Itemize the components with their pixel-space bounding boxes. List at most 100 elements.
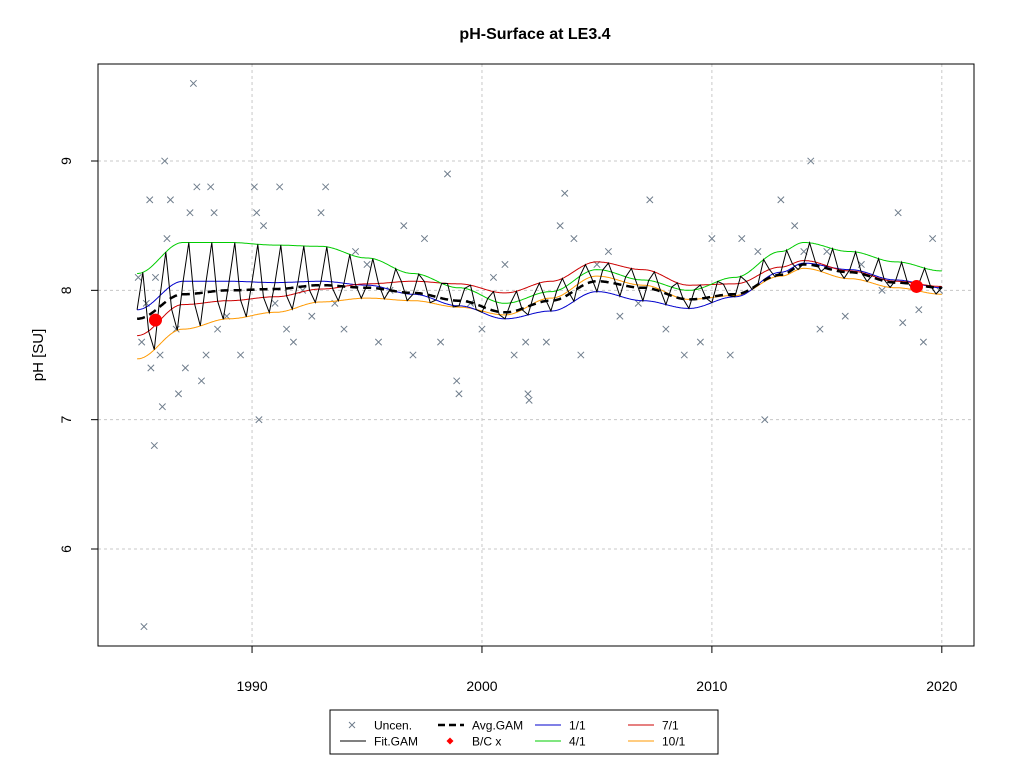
legend-swatch-uncen <box>348 721 356 729</box>
observation-marker <box>400 222 408 230</box>
observation-marker <box>761 416 769 424</box>
observation-marker <box>754 247 762 256</box>
x-axis: 1990 2000 2010 2020 <box>236 646 958 694</box>
observation-marker <box>271 299 279 307</box>
observation-marker <box>800 247 808 256</box>
observation-marker <box>409 351 417 359</box>
observation-marker <box>189 79 197 87</box>
observation-marker <box>214 325 222 333</box>
observation-marker <box>181 364 189 372</box>
grid <box>98 64 974 646</box>
observation-marker <box>478 325 486 333</box>
x-tick-label: 2020 <box>926 678 957 694</box>
observation-marker <box>340 325 348 333</box>
observation-marker <box>899 319 907 327</box>
observation-marker <box>522 338 530 346</box>
y-axis-label: pH [SU] <box>30 329 47 382</box>
legend-label-fitgam: Fit.GAM <box>374 735 418 749</box>
observation-marker <box>823 247 831 256</box>
legend-label-d0401: 4/1 <box>569 735 586 749</box>
observation-marker <box>878 286 886 294</box>
observation-marker <box>791 222 799 230</box>
observation-marker <box>156 351 164 359</box>
observation-marker <box>193 183 201 191</box>
legend-label-d0101: 1/1 <box>569 719 586 733</box>
observations <box>134 79 944 631</box>
observation-marker <box>929 235 937 243</box>
series-10/1-line <box>137 267 942 360</box>
observation-marker <box>816 325 824 333</box>
plot-frame <box>97 63 975 647</box>
observation-marker <box>510 351 518 359</box>
observation-marker <box>524 390 532 398</box>
legend-label-uncen: Uncen. <box>374 719 412 733</box>
observation-marker <box>807 157 815 165</box>
series-1/1-line <box>137 262 942 320</box>
y-axis: 6 7 8 9 <box>58 157 98 553</box>
observation-marker <box>841 312 849 320</box>
x-tick-label: 2000 <box>466 678 497 694</box>
observation-marker <box>259 222 268 230</box>
observation-marker <box>489 273 498 281</box>
observation-marker <box>202 351 210 359</box>
observation-marker <box>197 377 206 385</box>
legend-box <box>329 709 719 755</box>
legend-label-d1001: 10/1 <box>662 735 686 749</box>
observation-marker <box>161 157 169 165</box>
observation-marker <box>151 273 160 281</box>
observation-marker <box>680 351 688 359</box>
observation-marker <box>455 390 463 398</box>
observation-marker <box>363 260 371 269</box>
observation-marker <box>317 209 325 217</box>
bc-point <box>148 313 162 327</box>
observation-marker <box>172 325 180 333</box>
observation-marker <box>147 364 155 372</box>
legend-label-bcx: B/C x <box>472 735 501 749</box>
y-tick-label: 7 <box>58 416 74 424</box>
observation-marker <box>777 196 785 204</box>
y-tick-label: 9 <box>58 157 74 165</box>
observation-marker <box>453 377 461 385</box>
bc-points <box>148 279 924 327</box>
observation-marker <box>501 260 509 269</box>
observation-marker <box>236 351 245 359</box>
observation-marker <box>437 338 445 346</box>
observation-marker <box>443 170 452 178</box>
chart-title: pH-Surface at LE3.4 <box>459 26 610 43</box>
observation-marker <box>289 338 297 346</box>
series-Fit.GAM-line <box>136 241 943 350</box>
observation-marker <box>634 299 642 307</box>
observation-marker <box>915 306 923 314</box>
observation-marker <box>210 209 218 217</box>
observation-marker <box>542 338 550 346</box>
y-tick-label: 6 <box>58 545 74 553</box>
observation-marker <box>420 235 429 243</box>
observation-marker <box>570 235 578 243</box>
observation-marker <box>919 338 927 346</box>
observation-marker <box>308 312 316 320</box>
observation-marker <box>696 338 704 346</box>
x-tick-label: 1990 <box>236 678 267 694</box>
legend-label-d0701: 7/1 <box>662 719 679 733</box>
series-lines <box>136 241 943 360</box>
observation-marker <box>186 209 194 217</box>
observation-marker <box>282 325 291 333</box>
observation-marker <box>322 183 330 191</box>
x-tick-label: 2010 <box>696 678 727 694</box>
observation-marker <box>134 273 142 281</box>
observation-marker <box>140 623 148 631</box>
series-4/1-line <box>137 242 942 304</box>
observation-marker <box>561 189 569 197</box>
legend: Uncen. Fit.GAM Avg.GAM B/C x 1/1 4/1 7/1 10/1 <box>329 709 719 755</box>
observation-marker <box>616 312 624 320</box>
y-tick-label: 8 <box>58 286 74 294</box>
observation-marker <box>726 351 734 359</box>
observation-marker <box>163 235 171 243</box>
observation-marker <box>138 338 146 346</box>
observation-marker <box>738 235 746 243</box>
observation-marker <box>646 196 654 204</box>
observation-marker <box>150 441 158 450</box>
observation-marker <box>166 196 174 204</box>
observation-marker <box>556 222 564 230</box>
